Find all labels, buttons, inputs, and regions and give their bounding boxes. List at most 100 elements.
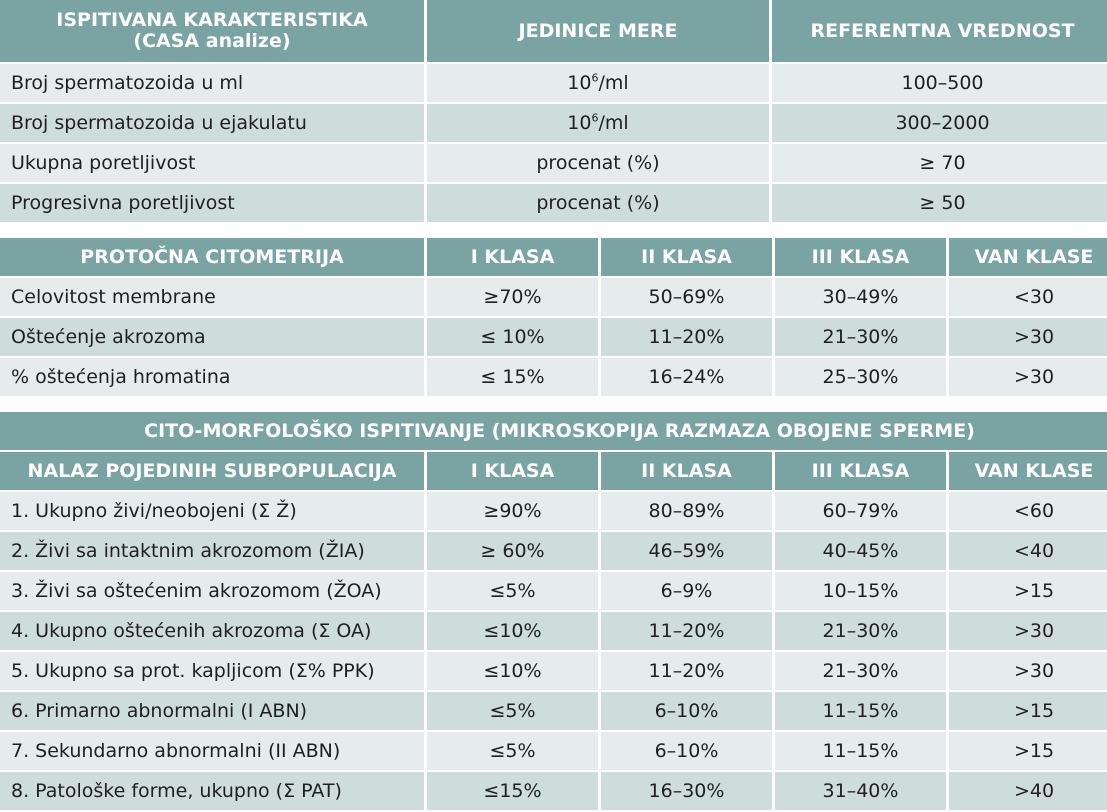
value-cell: 21–30% [775, 318, 946, 356]
value-cell: 50–69% [601, 278, 772, 316]
value-cell: >40 [949, 772, 1107, 810]
row-label: % oštećenja hromatina [0, 358, 424, 396]
table-row: 6. Primarno abnormalni (I ABN) ≤5% 6–10% 11… [0, 692, 1107, 730]
row-label: Oštećenje akrozoma [0, 318, 424, 356]
value-cell: <60 [949, 492, 1107, 530]
unit-cell: 106/ml [427, 64, 769, 102]
row-label: 6. Primarno abnormalni (I ABN) [0, 692, 424, 730]
table-row: 5. Ukupno sa prot. kapljicom (Σ% PPK) ≤10… [0, 652, 1107, 690]
morfologija-header-title: NALAZ POJEDINIH SUBPOPULACIJA [0, 452, 424, 490]
reference-cell: 100–500 [772, 64, 1107, 102]
table-row: % oštećenja hromatina ≤ 15% 16–24% 25–30… [0, 358, 1107, 396]
casa-header-characteristic: ISPITIVANA KARAKTERISTIKA (CASA analize) [0, 0, 424, 62]
value-cell: <40 [949, 532, 1107, 570]
value-cell: 25–30% [775, 358, 946, 396]
value-cell: >15 [949, 572, 1107, 610]
morfologija-title-row: CITO-MORFOLOŠKO ISPITIVANJE (MIKROSKOPIJ… [0, 412, 1107, 450]
table-row: 1. Ukupno živi/neobojeni (Σ Ž) ≥90% 80–89%… [0, 492, 1107, 530]
value-cell: ≤10% [427, 652, 598, 690]
value-cell: 11–20% [601, 318, 772, 356]
value-cell: 11–15% [775, 692, 946, 730]
row-label: 4. Ukupno oštećenih akrozoma (Σ OA) [0, 612, 424, 650]
row-label: 5. Ukupno sa prot. kapljicom (Σ% PPK) [0, 652, 424, 690]
header-class-2: II KLASA [601, 238, 772, 276]
value-cell: 31–40% [775, 772, 946, 810]
casa-table: ISPITIVANA KARAKTERISTIKA (CASA analize)… [0, 0, 1107, 224]
row-label: 2. Živi sa intaktnim akrozomom (ŽIA) [0, 532, 424, 570]
value-cell: ≤10% [427, 612, 598, 650]
value-cell: >15 [949, 732, 1107, 770]
table-row: 7. Sekundarno abnormalni (II ABN) ≤5% 6–10… [0, 732, 1107, 770]
value-cell: 46–59% [601, 532, 772, 570]
value-cell: 80–89% [601, 492, 772, 530]
table-row: 2. Živi sa intaktnim akrozomom (ŽIA) ≥ 60… [0, 532, 1107, 570]
reference-cell: ≥ 50 [772, 184, 1107, 222]
value-cell: 6–9% [601, 572, 772, 610]
value-cell: ≤15% [427, 772, 598, 810]
table-row: 8. Patološke forme, ukupno (Σ PAT) ≤15% 16… [0, 772, 1107, 810]
value-cell: ≤5% [427, 572, 598, 610]
value-cell: >30 [949, 318, 1107, 356]
value-cell: >30 [949, 358, 1107, 396]
row-label: Ukupna poretljivost [0, 144, 424, 182]
row-label: 8. Patološke forme, ukupno (Σ PAT) [0, 772, 424, 810]
casa-header-row: ISPITIVANA KARAKTERISTIKA (CASA analize)… [0, 0, 1107, 62]
value-cell: 11–20% [601, 612, 772, 650]
table-row: Progresivna poretljivost procenat (%) ≥ … [0, 184, 1107, 222]
citometrija-header-title: PROTOČNA CITOMETRIJA [0, 238, 424, 276]
value-cell: 10–15% [775, 572, 946, 610]
row-label: Progresivna poretljivost [0, 184, 424, 222]
table-row: Celovitost membrane ≥70% 50–69% 30–49% <… [0, 278, 1107, 316]
table-row: Broj spermatozoida u ml 106/ml 100–500 [0, 64, 1107, 102]
value-cell: ≤5% [427, 692, 598, 730]
unit-cell: procenat (%) [427, 144, 769, 182]
row-label: 7. Sekundarno abnormalni (II ABN) [0, 732, 424, 770]
value-cell: 40–45% [775, 532, 946, 570]
value-cell: 16–24% [601, 358, 772, 396]
row-label: Broj spermatozoida u ejakulatu [0, 104, 424, 142]
value-cell: 21–30% [775, 652, 946, 690]
header-class-3: III KLASA [775, 238, 946, 276]
reference-cell: 300–2000 [772, 104, 1107, 142]
table-row: Oštećenje akrozoma ≤ 10% 11–20% 21–30% >… [0, 318, 1107, 356]
casa-header-unit: JEDINICE MERE [427, 0, 769, 62]
value-cell: >30 [949, 652, 1107, 690]
value-cell: 6–10% [601, 692, 772, 730]
value-cell: 11–15% [775, 732, 946, 770]
value-cell: ≥70% [427, 278, 598, 316]
value-cell: 11–20% [601, 652, 772, 690]
value-cell: ≤ 15% [427, 358, 598, 396]
value-cell: 6–10% [601, 732, 772, 770]
header-class-1: I KLASA [427, 452, 598, 490]
header-out-of-class: VAN KLASE [949, 238, 1107, 276]
citometrija-header-row: PROTOČNA CITOMETRIJA I KLASA II KLASA II… [0, 238, 1107, 276]
table-row: 3. Živi sa oštećenim akrozomom (ŽOA) ≤5% 6… [0, 572, 1107, 610]
header-class-1: I KLASA [427, 238, 598, 276]
table-row: Broj spermatozoida u ejakulatu 106/ml 30… [0, 104, 1107, 142]
row-label: 1. Ukupno živi/neobojeni (Σ Ž) [0, 492, 424, 530]
value-cell: ≥ 60% [427, 532, 598, 570]
value-cell: 60–79% [775, 492, 946, 530]
citometrija-table: PROTOČNA CITOMETRIJA I KLASA II KLASA II… [0, 236, 1107, 398]
header-class-2: II KLASA [601, 452, 772, 490]
casa-header-reference: REFERENTNA VREDNOST [772, 0, 1107, 62]
value-cell: >15 [949, 692, 1107, 730]
value-cell: 16–30% [601, 772, 772, 810]
morfologija-table: CITO-MORFOLOŠKO ISPITIVANJE (MIKROSKOPIJ… [0, 410, 1107, 812]
value-cell: ≤ 10% [427, 318, 598, 356]
morfologija-title: CITO-MORFOLOŠKO ISPITIVANJE (MIKROSKOPIJ… [0, 412, 1107, 450]
value-cell: ≤5% [427, 732, 598, 770]
morfologija-header-row: NALAZ POJEDINIH SUBPOPULACIJA I KLASA II… [0, 452, 1107, 490]
table-row: Ukupna poretljivost procenat (%) ≥ 70 [0, 144, 1107, 182]
header-class-3: III KLASA [775, 452, 946, 490]
value-cell: >30 [949, 612, 1107, 650]
value-cell: ≥90% [427, 492, 598, 530]
row-label: Celovitost membrane [0, 278, 424, 316]
row-label: Broj spermatozoida u ml [0, 64, 424, 102]
unit-cell: procenat (%) [427, 184, 769, 222]
reference-cell: ≥ 70 [772, 144, 1107, 182]
row-label: 3. Živi sa oštećenim akrozomom (ŽOA) [0, 572, 424, 610]
header-out-of-class: VAN KLASE [949, 452, 1107, 490]
value-cell: 21–30% [775, 612, 946, 650]
table-row: 4. Ukupno oštećenih akrozoma (Σ OA) ≤10% 1… [0, 612, 1107, 650]
